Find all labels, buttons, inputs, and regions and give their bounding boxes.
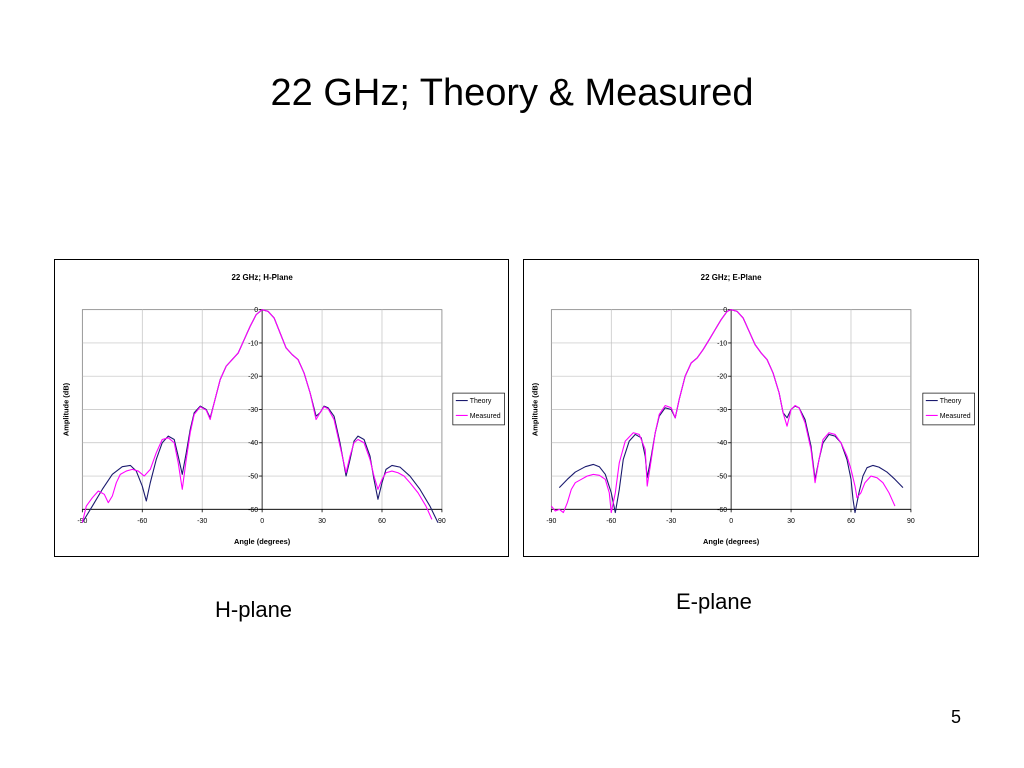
legend-label-measured: Measured bbox=[940, 413, 971, 420]
chart-title: 22 GHz; H-Plane bbox=[231, 273, 293, 282]
page-number: 5 bbox=[951, 707, 962, 727]
x-tick-label: 30 bbox=[787, 518, 795, 525]
legend-box bbox=[452, 392, 505, 426]
e-plane-caption: E-plane bbox=[676, 589, 752, 614]
y-tick-label: -20 bbox=[248, 374, 258, 381]
y-tick-label: -40 bbox=[717, 440, 727, 447]
y-tick-label: -50 bbox=[248, 474, 258, 481]
y-tick-label: -20 bbox=[717, 374, 727, 381]
x-tick-label: -90 bbox=[546, 518, 556, 525]
y-tick-label: -10 bbox=[248, 340, 258, 347]
y-tick-label: -50 bbox=[717, 474, 727, 481]
x-tick-label: 0 bbox=[260, 518, 264, 525]
x-tick-label: 90 bbox=[438, 518, 446, 525]
chart-title: 22 GHz; E-Plane bbox=[701, 273, 762, 282]
x-tick-label: -30 bbox=[666, 518, 676, 525]
y-tick-label: -30 bbox=[248, 407, 258, 414]
y-tick-label: 0 bbox=[723, 307, 727, 314]
series-line-measured bbox=[550, 309, 896, 514]
legend-label-theory: Theory bbox=[940, 398, 962, 405]
series-line-measured bbox=[81, 309, 433, 523]
x-tick-label: -30 bbox=[197, 518, 207, 525]
x-tick-label: -60 bbox=[137, 518, 147, 525]
y-tick-label: -60 bbox=[248, 507, 258, 514]
h-plane-chart: -90 -60 -30 0 30 60 90 0 -10 -20 -30 -40 -50 -60 22 GH… bbox=[54, 259, 509, 557]
y-axis-label: Amplitude (dB) bbox=[61, 382, 70, 436]
x-tick-label: 60 bbox=[378, 518, 386, 525]
e-plane-chart-svg: -90 -60 -30 0 30 60 90 0 -10 -20 -30 -40 -50 -60 22 GH… bbox=[530, 273, 975, 546]
x-tick-label: 90 bbox=[907, 518, 915, 525]
x-axis-label: Angle (degrees) bbox=[234, 537, 291, 546]
slide-title: 22 GHz; Theory & Measured bbox=[270, 72, 754, 114]
x-axis-label: Angle (degrees) bbox=[703, 537, 760, 546]
x-tick-label: -60 bbox=[606, 518, 616, 525]
y-tick-label: 0 bbox=[254, 307, 258, 314]
legend-box bbox=[922, 392, 975, 426]
x-tick-label: 0 bbox=[729, 518, 733, 525]
h-plane-caption: H-plane bbox=[215, 597, 293, 622]
y-axis-label: Amplitude (dB) bbox=[530, 382, 539, 436]
x-tick-label: 60 bbox=[847, 518, 855, 525]
y-tick-label: -30 bbox=[717, 407, 727, 414]
y-tick-label: -10 bbox=[717, 340, 727, 347]
y-tick-label: -60 bbox=[717, 507, 727, 514]
legend-label-theory: Theory bbox=[470, 398, 492, 405]
legend-label-measured: Measured bbox=[470, 413, 501, 420]
y-tick-label: -40 bbox=[248, 440, 258, 447]
x-tick-label: 30 bbox=[318, 518, 326, 525]
e-plane-chart: -90 -60 -30 0 30 60 90 0 -10 -20 -30 -40 -50 -60 22 GH… bbox=[523, 259, 979, 557]
